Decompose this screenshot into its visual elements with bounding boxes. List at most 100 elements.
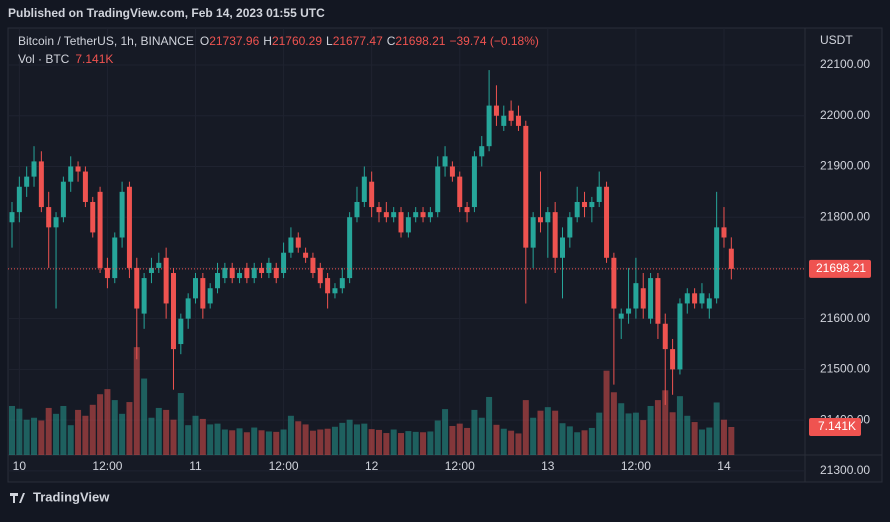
candle-body: [82, 171, 88, 202]
candle-body: [611, 257, 617, 309]
y-tick-label: 21300.00: [820, 463, 870, 477]
volume-bar: [720, 419, 727, 455]
ohlc-value: 21698.21: [395, 34, 445, 48]
candle-body: [508, 110, 514, 121]
volume-bar: [537, 410, 544, 455]
volume-bar: [691, 422, 698, 455]
volume-bar: [23, 419, 30, 455]
volume-bar: [464, 427, 471, 455]
volume-bar: [625, 413, 632, 455]
logo-icon: [10, 493, 25, 503]
candle-body: [310, 257, 316, 274]
ohlc-value: 21760.29: [272, 34, 322, 48]
volume-bar: [486, 396, 493, 455]
volume-bar: [346, 419, 353, 455]
volume-bar: [713, 402, 720, 455]
volume-bar: [229, 430, 236, 455]
volume-bar: [493, 424, 500, 455]
chart-frame: [7, 27, 883, 483]
symbol-legend: Bitcoin / TetherUS, 1h, BINANCE O21737.96…: [18, 34, 539, 48]
volume-bar: [588, 427, 595, 455]
candle-body: [24, 176, 30, 187]
volume-value: 7.141K: [75, 52, 113, 66]
candle-body: [648, 278, 654, 319]
candle-body: [60, 181, 66, 218]
tradingview-logo[interactable]: TradingView: [10, 489, 110, 504]
volume-bar: [97, 394, 104, 455]
last-price-label: 21698.21: [816, 261, 866, 275]
candle-body: [303, 252, 309, 258]
volume-bar: [478, 417, 485, 455]
candle-body: [684, 293, 690, 304]
candle-body: [714, 227, 720, 299]
candle-body: [457, 176, 463, 208]
volume-bar: [566, 426, 573, 455]
candle-body: [427, 212, 433, 218]
candle-body: [530, 217, 536, 248]
candle-body: [90, 201, 96, 233]
volume-bar: [258, 430, 265, 455]
candle-body: [170, 273, 176, 350]
volume-bar: [603, 370, 610, 455]
volume-bar: [676, 396, 683, 455]
x-tick-label: 13: [541, 459, 555, 473]
volume-bar: [508, 430, 515, 455]
volume-bar: [398, 433, 405, 455]
ohlc-key: L: [326, 34, 333, 48]
change: −39.74 (−0.18%): [449, 34, 538, 48]
volume-bar: [119, 413, 126, 455]
volume-bar: [133, 347, 140, 455]
candle-body: [244, 267, 250, 279]
candle-body: [200, 278, 206, 309]
candle-body: [193, 278, 198, 299]
volume-bar: [353, 424, 360, 455]
candle-body: [68, 166, 74, 182]
candle-body: [523, 125, 529, 248]
candle-body: [317, 267, 323, 284]
candle-body: [97, 191, 103, 268]
volume-bar: [581, 430, 588, 455]
volume-bar: [236, 428, 243, 455]
volume-bar: [324, 428, 331, 455]
volume-bar: [16, 408, 23, 455]
candle-body: [618, 313, 624, 319]
volume-bar: [596, 412, 603, 455]
candle-body: [222, 267, 228, 279]
candle-body: [156, 262, 162, 268]
volume-bar: [405, 431, 412, 455]
y-tick-label: 22100.00: [820, 57, 870, 71]
candle-body: [479, 146, 485, 157]
last-volume-label: 7.141K: [818, 419, 856, 433]
candle-body: [38, 161, 44, 208]
candle-body: [435, 166, 441, 213]
volume-bar: [309, 430, 316, 455]
candle-body: [148, 267, 154, 274]
volume-bar: [31, 417, 38, 455]
candle-body: [501, 115, 507, 126]
candle-body: [721, 227, 727, 238]
volume-bar: [199, 418, 206, 455]
candle-body: [339, 278, 345, 289]
volume-bar: [331, 426, 338, 455]
volume-bar: [442, 409, 449, 455]
volume-bar: [684, 415, 691, 455]
volume-bar: [214, 423, 221, 455]
volume-bar: [412, 431, 419, 455]
candle-body: [288, 237, 294, 253]
x-tick-label: 12:00: [445, 459, 475, 473]
volume-bar: [104, 389, 111, 455]
candle-body: [229, 267, 235, 279]
candle-body: [655, 278, 661, 324]
volume-bar: [265, 431, 272, 455]
volume-bar: [53, 413, 60, 455]
volume-bar: [544, 407, 551, 455]
volume-bar: [185, 425, 192, 455]
y-tick-label: 21900.00: [820, 159, 870, 173]
symbol: Bitcoin / TetherUS, 1h, BINANCE: [18, 34, 194, 48]
volume-bar: [654, 400, 661, 455]
volume-bar: [38, 420, 45, 455]
candle-body: [185, 298, 191, 319]
ohlc-key: O: [200, 34, 209, 48]
x-tick-label: 12: [365, 459, 379, 473]
candle-body: [545, 212, 551, 223]
